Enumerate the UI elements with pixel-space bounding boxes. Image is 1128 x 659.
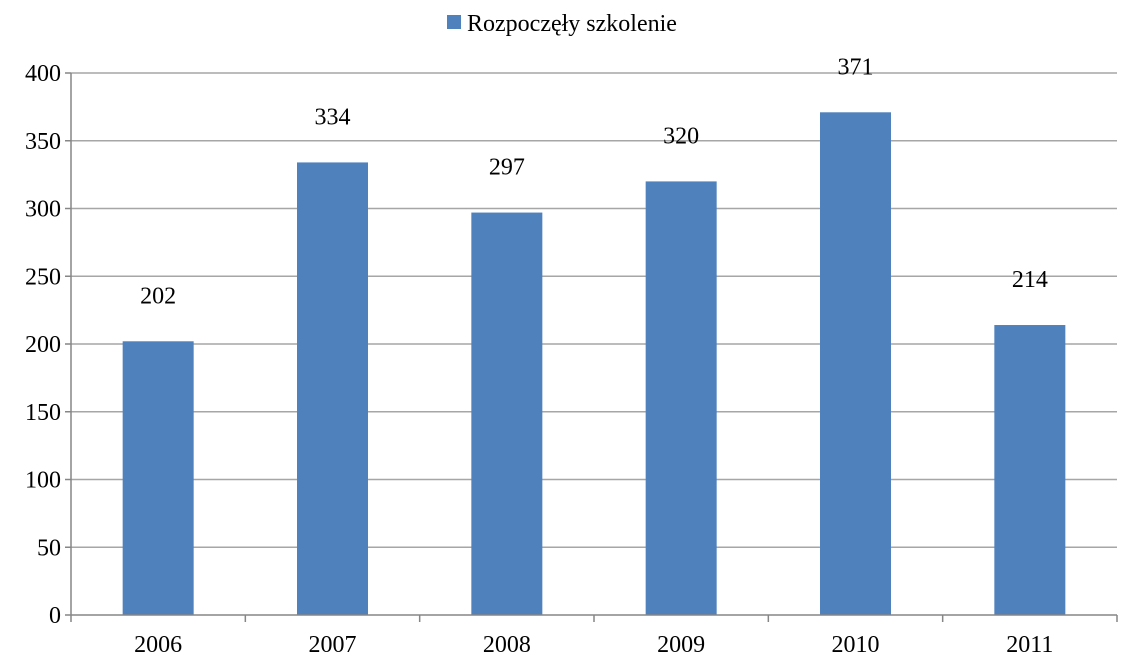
x-axis-ticks: 2006 2007 2008 2009 2010 2011 [70,615,1118,658]
y-axis-ticks: 0 50 100 150 200 250 300 350 400 [25,61,71,629]
y-tick-label: 150 [25,400,61,426]
y-tick-label: 100 [25,468,61,494]
x-tick-label: 2011 [1006,632,1053,658]
data-label: 334 [315,104,351,130]
data-label: 297 [489,155,525,181]
y-tick-label: 200 [25,332,61,358]
y-tick-label: 50 [37,535,61,561]
data-label: 202 [140,283,176,309]
legend-label: Rozpoczęły szkolenie [467,11,677,37]
data-labels: 202 334 297 320 371 214 [140,54,1048,309]
data-label: 320 [663,123,699,149]
x-tick-label: 2007 [309,632,357,658]
legend: Rozpoczęły szkolenie [447,11,677,37]
x-tick-label: 2009 [657,632,705,658]
bars [122,112,1066,616]
bar [994,325,1066,615]
y-tick-label: 300 [25,197,61,223]
data-label: 214 [1012,267,1048,293]
bar [645,181,717,615]
bar [820,112,891,616]
bar [471,212,543,615]
y-tick-label: 350 [25,129,61,155]
bar [122,341,194,615]
x-tick-label: 2008 [483,632,531,658]
data-label: 371 [838,54,874,80]
legend-swatch [447,15,461,29]
y-tick-label: 0 [49,603,61,629]
x-tick-label: 2010 [832,632,880,658]
y-tick-label: 250 [25,264,61,290]
x-tick-label: 2006 [134,632,182,658]
bar [297,162,368,615]
gridlines [71,72,1117,548]
y-tick-label: 400 [25,61,61,87]
